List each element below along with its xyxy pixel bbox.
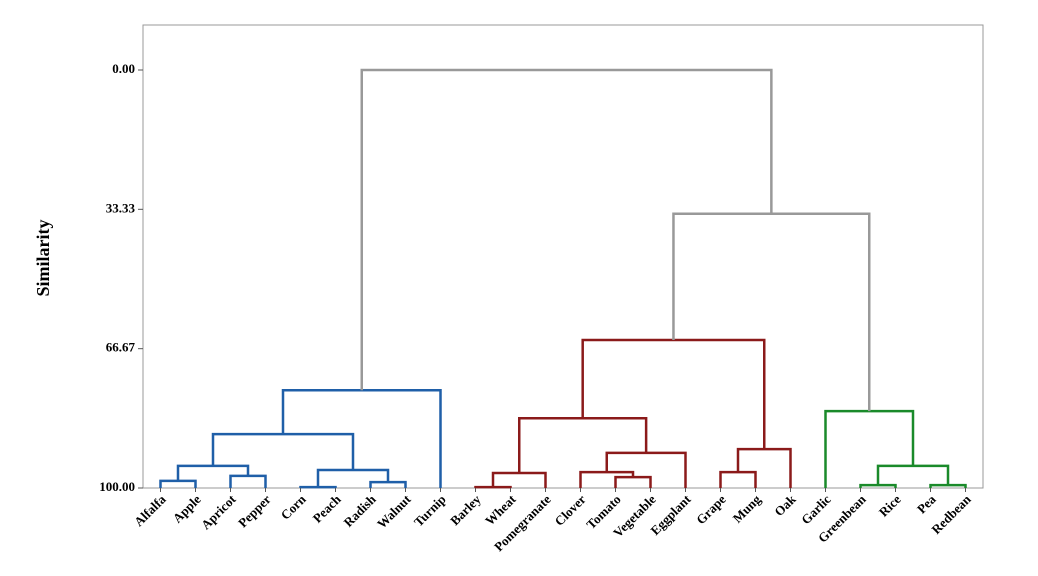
leaf-label: Rice <box>876 491 904 519</box>
leaf-label: Radish <box>341 491 380 530</box>
dendrogram-link <box>176 464 250 481</box>
leaf-label: Alfalfa <box>131 491 169 529</box>
leaf-label: Walnut <box>374 491 414 531</box>
y-tick-label: 0.00 <box>112 61 135 76</box>
y-tick-label: 100.00 <box>99 479 135 494</box>
dendrogram-link <box>614 475 652 488</box>
dendrogram-link <box>474 485 512 489</box>
leaf-label: Barley <box>447 491 484 528</box>
leaf-label: Grape <box>693 491 729 527</box>
dendrogram-link <box>299 485 337 489</box>
dendrogram-link <box>736 447 792 488</box>
dendrogram-link <box>605 451 687 488</box>
dendrogram-link <box>518 416 648 473</box>
dendrogram-link <box>581 338 766 450</box>
plot-frame <box>142 24 984 489</box>
leaf-label: Pepper <box>235 491 274 530</box>
dendrogram-link <box>369 480 407 488</box>
dendrogram-link <box>360 68 773 391</box>
y-axis-label: Similarity <box>33 220 53 297</box>
dendrogram-link <box>159 479 197 488</box>
leaf-label: Redbean <box>928 491 974 537</box>
dendrogram-link <box>672 212 871 412</box>
dendrogram-link <box>876 464 950 486</box>
leaf-label: Turnip <box>411 492 449 530</box>
y-tick-label: 33.33 <box>106 200 136 215</box>
dendrogram-link <box>824 409 915 488</box>
leaf-label: Clover <box>552 491 589 528</box>
dendrogram-link <box>491 471 547 488</box>
dendrogram-link <box>719 470 757 488</box>
dendrogram-link <box>579 470 635 488</box>
dendrogram-link <box>229 474 267 488</box>
leaf-label: Peach <box>310 491 345 526</box>
leaf-label: Apricot <box>198 491 239 532</box>
leaf-label: Corn <box>278 491 310 523</box>
dendrogram-link <box>281 388 442 488</box>
dendrogram-link <box>316 468 390 488</box>
leaf-label: Pea <box>914 491 939 516</box>
y-tick-label: 66.67 <box>106 340 136 355</box>
leaf-label: Oak <box>771 491 799 519</box>
leaf-label: Mung <box>730 491 764 525</box>
